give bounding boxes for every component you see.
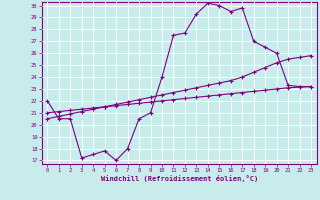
X-axis label: Windchill (Refroidissement éolien,°C): Windchill (Refroidissement éolien,°C)	[100, 175, 258, 182]
